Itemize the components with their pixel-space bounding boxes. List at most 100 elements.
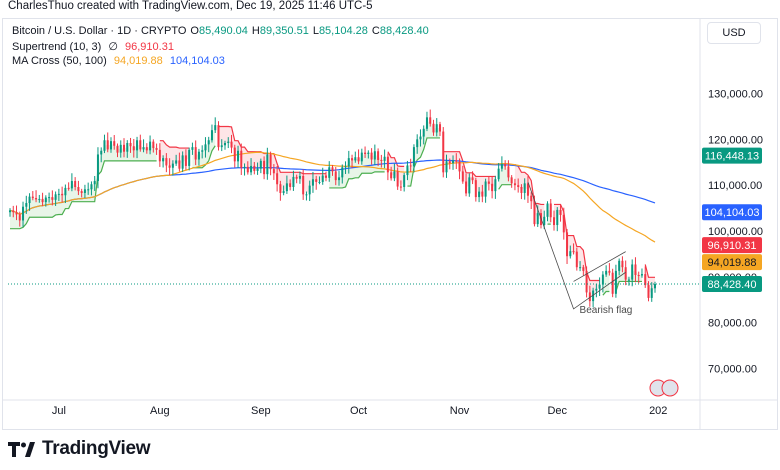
candle-body [533,201,536,225]
ma-cross-label[interactable]: MA Cross (50, 100) [12,55,107,67]
tradingview-logo-icon [8,442,35,457]
candle-body [44,197,47,203]
symbol-name[interactable]: Bitcoin / U.S. Dollar · 1D · CRYPTO [12,25,187,37]
candle-body [74,181,77,187]
candle-body [191,147,194,150]
candle-body [119,144,122,153]
candle-body [608,270,611,273]
chart-frame[interactable] [2,18,778,430]
symbol-legend[interactable]: Bitcoin / U.S. Dollar · 1D · CRYPTO O85,4… [12,25,433,37]
candle-body [510,177,513,184]
candle-body [214,125,217,131]
us-flag-event-icon [661,379,679,397]
candle-body [158,149,161,162]
x-tick-label: Nov [450,405,470,417]
candle-body [184,155,187,166]
candle-body [197,151,200,160]
candle-body [18,214,21,221]
candle-body [445,161,448,173]
supertrend-up-line [602,290,610,296]
candle-body [556,209,559,226]
supertrend-up-line [498,184,512,190]
supertrend-label[interactable]: Supertrend (10, 3) [12,41,102,53]
candle-body [637,275,640,276]
candle-body [549,203,552,218]
ma-cross-legend[interactable]: MA Cross (50, 100) 94,019.88 104,104.03 [12,55,229,67]
candle-body [530,195,533,202]
candle-body [390,172,393,179]
supertrend-down-line [159,140,190,149]
candle-body [181,155,184,169]
candle-body [201,150,204,152]
chart-credit: CharlesThuo created with TradingView.com… [8,0,373,12]
candle-body [347,158,350,167]
candle-body [461,171,464,182]
candle-body [279,184,282,193]
supertrend-down-line [387,151,405,167]
candle-body [422,128,425,137]
candle-body [263,160,266,175]
candle-body [624,267,627,280]
candle-body [298,176,301,179]
candle-body [435,124,438,133]
bearish-flag-annotation: Bearish flag [580,305,633,316]
candle-body [240,150,243,168]
candle-body [77,187,80,192]
price-badge [702,254,762,271]
price-badge-label: 96,910.31 [708,240,757,252]
supertrend-up-fill [407,120,440,187]
candle-body [28,196,31,204]
supertrend-up-line [329,171,385,189]
x-tick-label: 202 [649,405,667,417]
candle-body [634,264,637,275]
candle-body [526,183,529,196]
candle-body [54,194,57,200]
candle-body [513,183,516,186]
o-label: O [190,25,199,37]
candle-body [504,164,507,167]
candle-body [61,193,64,196]
candle-body [295,176,298,179]
supertrend-up-line [407,137,440,187]
candle-body [484,181,487,197]
ma-slow-value: 104,104.03 [169,55,225,67]
candle-body [217,125,220,148]
bearish-flag-line-upper [573,251,626,282]
candle-body [220,145,223,148]
candle-body [35,198,38,200]
candle-body [100,150,103,155]
candle-body [250,165,253,173]
candle-body [478,191,481,198]
candle-body [592,290,595,302]
supertrend-up-fill [329,153,385,188]
supertrend-down-fill [159,140,190,167]
candle-body [243,166,246,168]
candle-body [572,251,575,253]
candle-body [432,123,435,133]
supertrend-legend[interactable]: Supertrend (10, 3) ∅ 96,910.31 [12,40,178,53]
candle-body [601,274,604,285]
candle-body [419,136,422,140]
candle-body [175,160,178,164]
tradingview-brand[interactable]: TradingView [8,438,151,460]
candle-body [96,154,99,182]
candle-body [429,117,432,124]
candle-body [393,171,396,179]
candle-body [341,167,344,178]
price-badge-label: 104,104.03 [704,207,759,219]
candle-body [103,140,106,151]
currency-button[interactable]: USD [707,22,761,44]
h-value: 89,350.51 [259,25,309,37]
candle-body [31,196,34,198]
candle-body [152,141,155,149]
candle-body [517,185,520,187]
y-tick-label: 70,000.00 [708,364,757,376]
candle-body [253,165,256,171]
candle-body [481,191,484,197]
candle-body [438,124,442,132]
candle-body [113,141,116,146]
ma-fast-value: 94,019.88 [113,55,163,67]
candle-body [266,154,269,175]
candle-body [412,147,415,167]
